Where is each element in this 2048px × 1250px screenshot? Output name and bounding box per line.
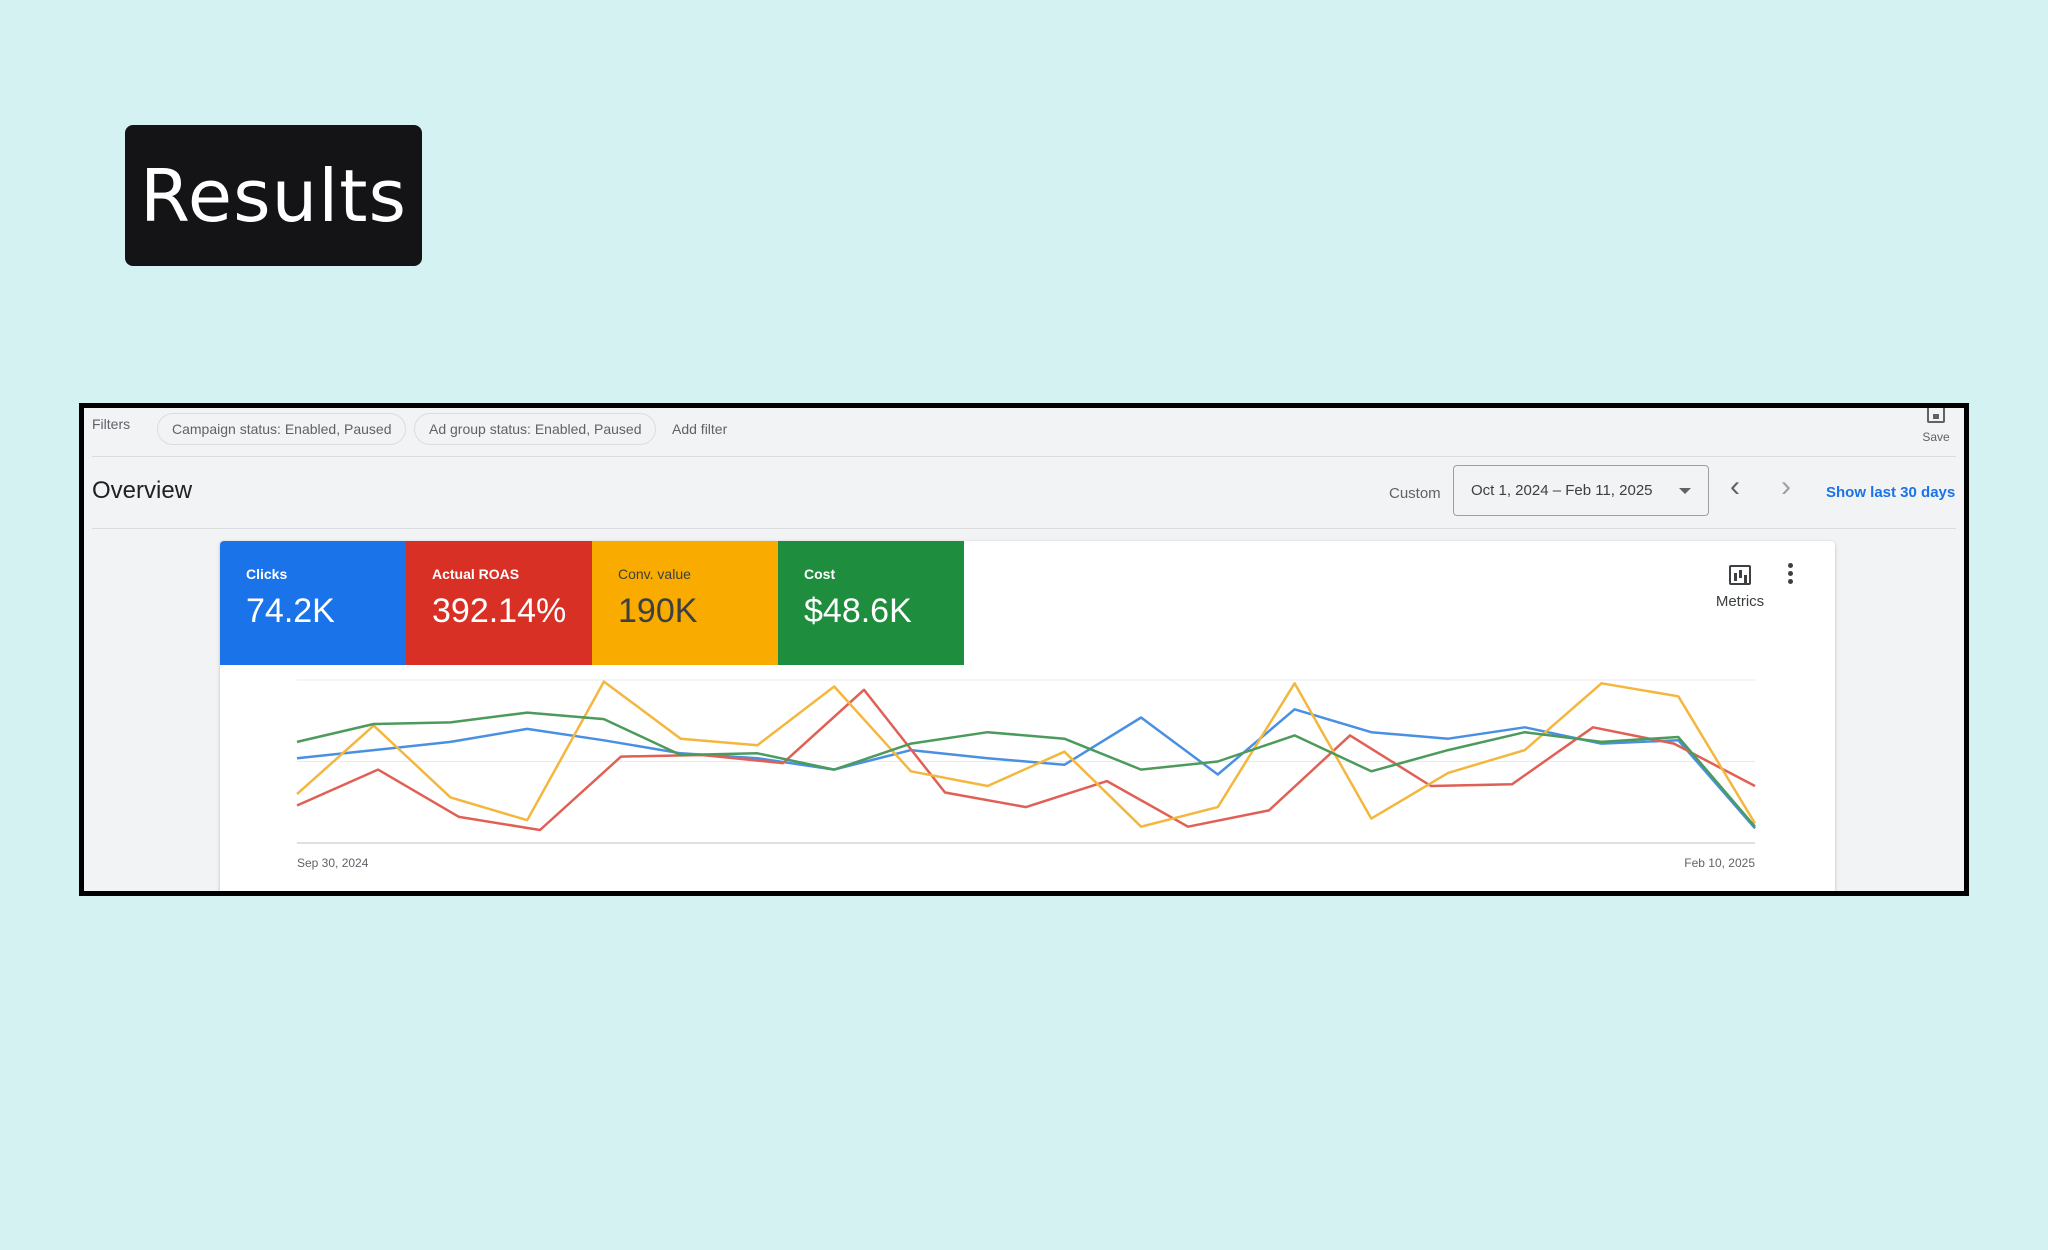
performance-line-chart: Sep 30, 2024 Feb 10, 2025 (296, 679, 1757, 870)
filter-chip-ad-group-status[interactable]: Ad group status: Enabled, Paused (414, 413, 657, 445)
results-badge: Results (125, 125, 422, 266)
series-line-3 (296, 711, 1756, 828)
filters-label: Filters (92, 416, 131, 432)
page-title: Overview (92, 477, 193, 504)
chevron-right-icon[interactable]: › (1781, 470, 1791, 503)
date-range-select[interactable]: Oct 1, 2024 – Feb 11, 2025 (1453, 465, 1709, 516)
more-vert-icon[interactable] (1788, 563, 1794, 587)
x-tick-label: Feb 10, 2025 (1684, 856, 1755, 870)
metrics-label: Metrics (1715, 593, 1765, 610)
divider (92, 456, 1956, 457)
series-line-2 (296, 680, 1757, 828)
date-mode-label: Custom (1389, 485, 1441, 502)
save-icon (1927, 408, 1945, 423)
x-tick-label: Sep 30, 2024 (297, 856, 369, 870)
show-last-30-days-link[interactable]: Show last 30 days (1826, 484, 1956, 501)
metric-tile-value: 74.2K (246, 592, 335, 630)
save-button[interactable]: Save (1916, 408, 1956, 444)
metrics-button[interactable]: Metrics (1705, 565, 1775, 610)
add-filter-button[interactable]: Add filter (672, 421, 728, 437)
chevron-left-icon[interactable]: ‹ (1730, 470, 1740, 503)
metric-tile-value: 392.14% (432, 592, 567, 630)
save-label: Save (1922, 430, 1950, 444)
series-line-1 (296, 688, 1756, 832)
metric-tile-value: 190K (618, 592, 698, 630)
metric-tile-actual-roas[interactable]: Actual ROAS 392.14% (406, 541, 592, 665)
filter-chip-campaign-status[interactable]: Campaign status: Enabled, Paused (157, 413, 407, 445)
chart-add-icon (1729, 565, 1751, 585)
divider (92, 528, 1956, 529)
metric-tile-label: Clicks (246, 566, 288, 582)
ads-overview-panel: Filters Campaign status: Enabled, Paused… (79, 403, 1969, 896)
metric-tile-cost[interactable]: Cost $48.6K (778, 541, 964, 665)
metric-tile-conv-value[interactable]: Conv. value 190K (592, 541, 778, 665)
performance-card: Clicks 74.2K Actual ROAS 392.14% Conv. v… (220, 541, 1835, 891)
metric-tile-clicks[interactable]: Clicks 74.2K (220, 541, 406, 665)
metric-tile-label: Cost (804, 566, 836, 582)
metric-tile-label: Conv. value (618, 566, 691, 582)
chevron-down-icon (1679, 488, 1691, 494)
metric-tile-label: Actual ROAS (432, 566, 520, 582)
metric-tile-value: $48.6K (804, 592, 912, 630)
series-line-0 (296, 708, 1756, 830)
date-range-value: Oct 1, 2024 – Feb 11, 2025 (1471, 482, 1653, 499)
